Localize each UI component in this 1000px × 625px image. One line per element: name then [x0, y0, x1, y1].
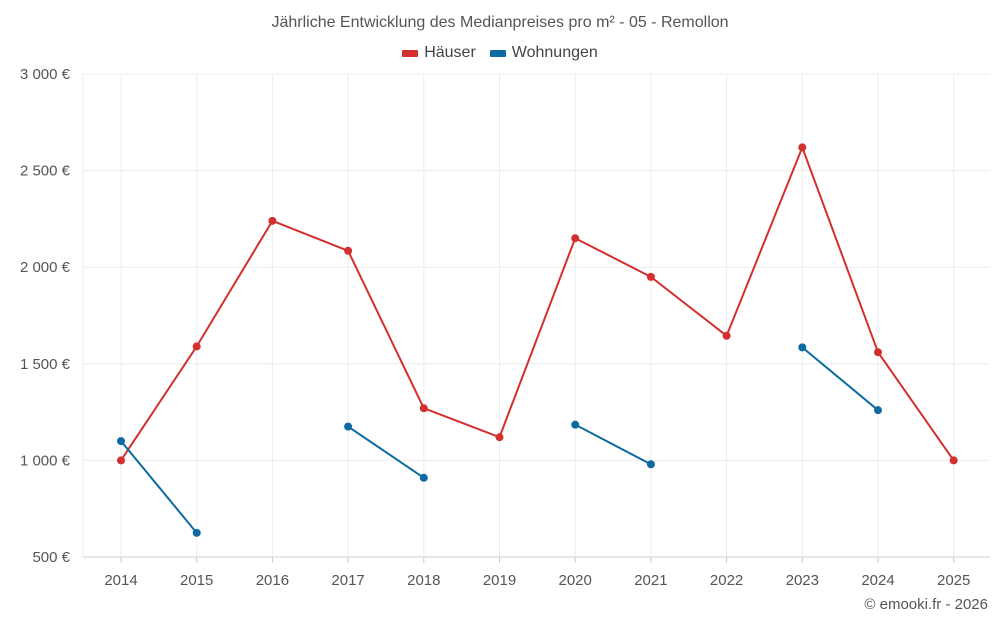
y-tick-label: 2 000 €: [20, 259, 71, 276]
y-tick-label: 3 000 €: [20, 66, 71, 83]
data-point-haeuser: [798, 143, 807, 152]
x-tick-label: 2021: [634, 572, 667, 589]
x-tick-label: 2014: [104, 572, 137, 589]
series-line-wohnungen: [801, 346, 879, 411]
series-line-haeuser: [120, 146, 955, 461]
data-point-haeuser: [722, 331, 731, 340]
legend-item-wohnungen[interactable]: Wohnungen: [489, 44, 598, 62]
data-point-haeuser: [117, 456, 125, 465]
data-point-haeuser: [344, 246, 353, 255]
legend-label-haeuser: Häuser: [424, 44, 476, 61]
data-point-wohnungen: [646, 460, 655, 469]
data-point-wohnungen: [117, 437, 125, 446]
x-tick-label: 2018: [407, 572, 440, 589]
data-point-haeuser: [874, 348, 882, 357]
x-tick-label: 2024: [861, 572, 894, 589]
data-point-wohnungen: [419, 473, 428, 482]
series-line-wohnungen: [120, 440, 198, 534]
data-point-wohnungen: [192, 528, 201, 537]
data-point-haeuser: [949, 456, 958, 465]
data-point-haeuser: [192, 342, 201, 351]
y-tick-label: 500 €: [32, 549, 70, 566]
data-point-haeuser: [268, 216, 277, 225]
y-tick-label: 1 500 €: [20, 356, 71, 373]
data-point-haeuser: [571, 234, 580, 243]
legend-item-haeuser[interactable]: Häuser: [402, 44, 476, 62]
x-tick-label: 2016: [256, 572, 289, 589]
legend-swatch-wohnungen: [489, 49, 506, 57]
x-tick-label: 2019: [483, 572, 516, 589]
x-tick-label: 2023: [786, 572, 819, 589]
legend-label-wohnungen: Wohnungen: [511, 44, 598, 61]
x-tick-label: 2022: [710, 572, 743, 589]
y-tick-label: 1 000 €: [20, 452, 71, 469]
x-tick-label: 2020: [559, 572, 592, 589]
data-point-haeuser: [419, 404, 428, 413]
x-tick-label: 2015: [180, 572, 213, 589]
data-point-wohnungen: [571, 420, 580, 429]
data-point-haeuser: [495, 433, 504, 442]
x-tick-label: 2017: [331, 572, 364, 589]
y-tick-label: 2 500 €: [20, 163, 71, 180]
series-line-wohnungen: [347, 425, 425, 479]
x-tick-label: 2025: [937, 572, 970, 589]
chart-title: Jährliche Entwicklung des Medianpreises …: [271, 14, 729, 31]
legend-swatch-haeuser: [402, 49, 419, 57]
data-point-wohnungen: [798, 343, 807, 352]
data-point-haeuser: [646, 272, 655, 281]
credit-text: © emooki.fr - 2026: [864, 596, 988, 613]
data-point-wohnungen: [344, 422, 353, 431]
legend: Häuser Wohnungen: [0, 44, 1000, 62]
series-line-wohnungen: [574, 423, 652, 466]
data-point-wohnungen: [874, 406, 882, 415]
